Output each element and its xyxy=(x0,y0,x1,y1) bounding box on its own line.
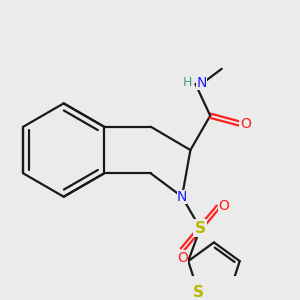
Text: S: S xyxy=(195,221,206,236)
Text: O: O xyxy=(240,117,251,130)
Text: S: S xyxy=(193,285,204,300)
Text: O: O xyxy=(177,250,188,265)
Text: H: H xyxy=(183,76,192,89)
Text: O: O xyxy=(218,199,229,213)
Text: N: N xyxy=(177,190,187,204)
Text: N: N xyxy=(196,76,207,90)
